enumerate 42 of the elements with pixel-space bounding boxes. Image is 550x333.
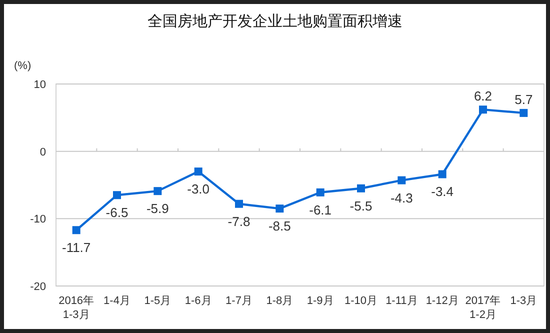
point xyxy=(154,187,162,196)
point xyxy=(316,188,324,196)
data-label: -5.5 xyxy=(350,198,372,214)
data-label: 5.7 xyxy=(514,92,533,107)
point xyxy=(194,168,202,176)
point xyxy=(479,106,487,114)
point xyxy=(398,176,406,184)
x-tick-label: 1-6月 xyxy=(184,295,212,307)
x-tick-label: 1-4月 xyxy=(104,295,130,307)
data-label: -6.1 xyxy=(309,202,332,218)
y-tick-label: -10 xyxy=(30,214,46,226)
data-label: -5.9 xyxy=(146,201,169,216)
data-label: -4.3 xyxy=(390,190,413,206)
x-tick-label: 1-3月 xyxy=(510,295,538,307)
data-label: -8.5 xyxy=(268,218,291,234)
point xyxy=(113,191,121,200)
point xyxy=(357,184,365,192)
x-tick-label: 1-5月 xyxy=(144,295,172,307)
x-tick-label: 1-8月 xyxy=(266,295,294,307)
x-tick-label: 1-7月 xyxy=(226,295,252,307)
data-label: -3.4 xyxy=(431,184,454,200)
chart-title: 全国房地产开发企业土地购置面积增速 xyxy=(148,13,402,30)
data-label: -6.5 xyxy=(106,205,128,220)
x-tick-label: 1-12月 xyxy=(426,295,459,307)
y-tick-label: 0 xyxy=(40,146,46,158)
data-label: -3.0 xyxy=(187,182,210,197)
x-tick-label: 1-11月 xyxy=(386,295,418,307)
x-tick-label: 2017年 1-2月 xyxy=(465,295,501,321)
point xyxy=(520,108,528,117)
x-tick-label: 1-9月 xyxy=(306,295,334,307)
y-axis-title: (%) xyxy=(14,60,32,72)
y-tick-label: -20 xyxy=(30,281,46,293)
point xyxy=(438,170,446,178)
y-tick-label: 10 xyxy=(34,79,46,91)
point xyxy=(235,200,243,208)
point xyxy=(276,204,284,213)
data-label: 6.2 xyxy=(474,88,492,104)
x-tick-label: 2016年 1-3月 xyxy=(58,295,94,321)
data-label: -11.7 xyxy=(62,240,91,256)
x-tick-label: 1-10月 xyxy=(344,295,378,307)
point xyxy=(72,226,80,234)
data-label: -7.8 xyxy=(228,214,250,229)
